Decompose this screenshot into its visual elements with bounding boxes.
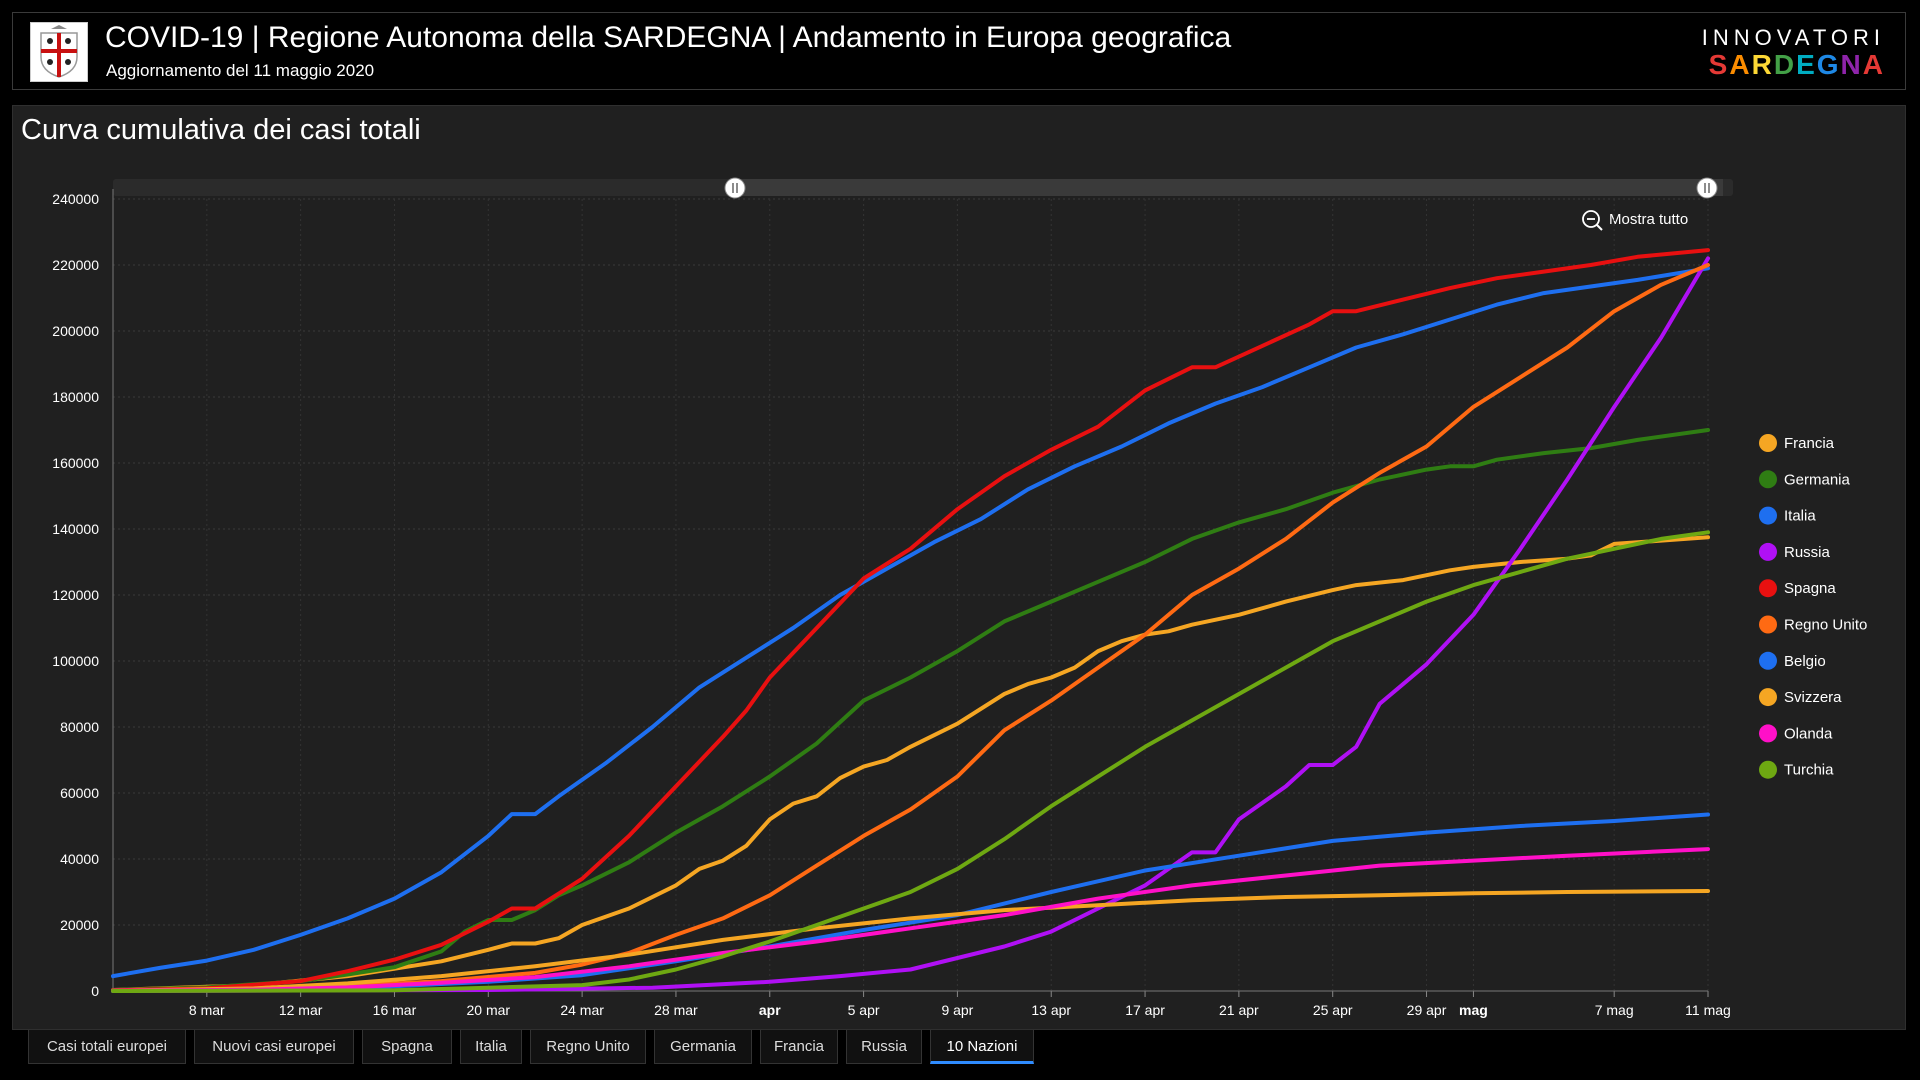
series-line-italia[interactable] [111, 266, 1710, 979]
tab-russia[interactable]: Russia [846, 1030, 922, 1064]
logo [30, 22, 88, 82]
y-tick-label: 220000 [52, 257, 99, 273]
legend-label-regno-unito[interactable]: Regno Unito [1784, 617, 1867, 634]
series-line-spagna[interactable] [111, 248, 1710, 993]
page-subtitle: Aggiornamento del 11 maggio 2020 [106, 61, 375, 80]
legend-label-turchia[interactable]: Turchia [1784, 762, 1834, 779]
legend-swatch-turchia[interactable] [1759, 760, 1777, 779]
brand-logo-bottom: SARDEGNA [1708, 49, 1885, 80]
legend-label-russia[interactable]: Russia [1784, 544, 1831, 561]
y-tick-label: 100000 [52, 653, 99, 669]
series-line-turchia[interactable] [111, 530, 1710, 993]
legend-label-francia[interactable]: Francia [1784, 435, 1835, 452]
y-tick-label: 200000 [52, 323, 99, 339]
y-tick-label: 120000 [52, 587, 99, 603]
legend-label-italia[interactable]: Italia [1784, 508, 1816, 525]
series-line-svizzera[interactable] [111, 889, 1710, 993]
zoom-reset-button[interactable]: Mostra tutto [1609, 211, 1688, 228]
x-tick-label: 24 mar [560, 1002, 604, 1018]
series-line-francia[interactable] [111, 535, 1710, 992]
legend-label-germania[interactable]: Germania [1784, 471, 1851, 488]
x-tick-label: 28 mar [654, 1002, 698, 1018]
y-tick-label: 0 [91, 983, 99, 999]
x-tick-label: 12 mar [279, 1002, 323, 1018]
tab-francia[interactable]: Francia [760, 1030, 838, 1064]
legend-swatch-olanda[interactable] [1759, 724, 1777, 743]
x-tick-label: 11 mag [1685, 1002, 1731, 1018]
y-tick-label: 160000 [52, 455, 99, 471]
y-tick-label: 80000 [60, 719, 99, 735]
legend-swatch-francia[interactable] [1759, 434, 1777, 452]
range-slider-selection[interactable] [733, 179, 1723, 196]
brand-logo-top: INNOVATORI [1701, 25, 1885, 50]
series-line-germania[interactable] [111, 428, 1710, 992]
x-tick-label: 21 apr [1219, 1002, 1259, 1018]
legend-swatch-spagna[interactable] [1759, 579, 1777, 598]
sardinia-coat-of-arms-icon [40, 25, 78, 78]
x-tick-label: apr [759, 1002, 781, 1018]
legend-swatch-svizzera[interactable] [1759, 688, 1777, 707]
x-tick-label: mag [1459, 1002, 1488, 1018]
range-slider-handle-right[interactable] [1696, 177, 1718, 199]
legend-label-svizzera[interactable]: Svizzera [1784, 689, 1842, 706]
legend-swatch-belgio[interactable] [1759, 651, 1777, 670]
series-line-russia[interactable] [111, 256, 1710, 993]
legend-swatch-italia[interactable] [1759, 506, 1777, 525]
x-tick-label: 25 apr [1313, 1002, 1353, 1018]
legend-label-belgio[interactable]: Belgio [1784, 653, 1826, 670]
chart-title: Curva cumulativa dei casi totali [21, 114, 421, 146]
header-bar: COVID-19 | Regione Autonoma della SARDEG… [12, 12, 1906, 90]
x-tick-label: 7 mag [1595, 1002, 1634, 1018]
range-slider-handle-left[interactable] [724, 177, 746, 199]
page-title: COVID-19 | Regione Autonoma della SARDEG… [105, 21, 1232, 54]
legend-swatch-regno-unito[interactable] [1759, 615, 1777, 634]
legend-label-olanda[interactable]: Olanda [1784, 725, 1833, 742]
y-tick-label: 140000 [52, 521, 99, 537]
series-line-olanda[interactable] [111, 847, 1710, 993]
legend-swatch-russia[interactable] [1759, 542, 1777, 561]
x-tick-label: 5 apr [848, 1002, 880, 1018]
tab-germania[interactable]: Germania [654, 1030, 752, 1064]
x-tick-label: 8 mar [189, 1002, 225, 1018]
tab-italia[interactable]: Italia [460, 1030, 522, 1064]
tab-nuovi-casi-europei[interactable]: Nuovi casi europei [194, 1030, 354, 1064]
x-tick-label: 20 mar [467, 1002, 511, 1018]
x-tick-label: 9 apr [941, 1002, 973, 1018]
tab-casi-totali-europei[interactable]: Casi totali europei [28, 1030, 186, 1064]
y-tick-label: 60000 [60, 785, 99, 801]
zoom-out-icon[interactable] [1582, 210, 1600, 228]
tab-spagna[interactable]: Spagna [362, 1030, 452, 1064]
tab-regno-unito[interactable]: Regno Unito [530, 1030, 646, 1064]
legend-label-spagna[interactable]: Spagna [1784, 580, 1836, 597]
x-tick-label: 16 mar [373, 1002, 417, 1018]
y-tick-label: 20000 [60, 917, 99, 933]
legend-swatch-germania[interactable] [1759, 470, 1777, 489]
y-tick-label: 240000 [52, 191, 99, 207]
tab-10-nazioni[interactable]: 10 Nazioni [930, 1030, 1034, 1064]
x-tick-label: 29 apr [1407, 1002, 1447, 1018]
line-chart: Mostra tutto 0 20000 40000 60000 80000 100000 1… [52, 177, 1867, 1018]
y-tick-label: 180000 [52, 389, 99, 405]
x-tick-label: 17 apr [1125, 1002, 1165, 1018]
series-line-belgio[interactable] [111, 812, 1710, 993]
x-tick-label: 13 apr [1031, 1002, 1071, 1018]
zoom-out-icon [1596, 224, 1603, 231]
series-line-regno-unito[interactable] [111, 263, 1710, 993]
y-tick-label: 40000 [60, 851, 99, 867]
chart-panel: Mostra tutto 0 20000 40000 60000 80000 100000 1… [12, 105, 1906, 1030]
